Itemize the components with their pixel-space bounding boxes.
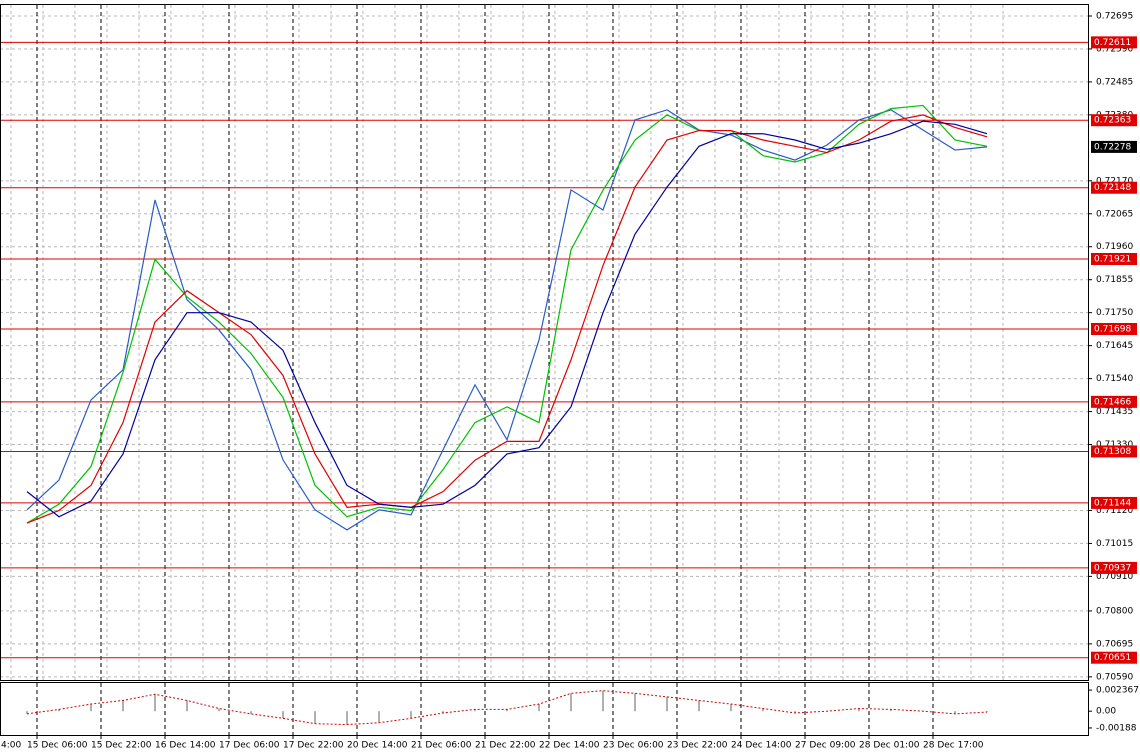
- x-tick-label: 17 Dec 22:00: [283, 741, 344, 751]
- x-tick-label: 16 Dec 14:00: [155, 741, 216, 751]
- level-label: 0.72148: [1094, 183, 1131, 193]
- y-tick-label: 0.71015: [1096, 539, 1133, 549]
- osc-bar: [58, 709, 60, 712]
- x-tick-label: 15 Dec 06:00: [27, 741, 88, 751]
- x-tick-label: 4:00: [1, 741, 21, 751]
- price-line: [26, 109, 988, 531]
- osc-bar: [986, 711, 988, 713]
- level-label: 0.71466: [1094, 397, 1131, 407]
- y-tick-label: 0.71750: [1096, 308, 1133, 318]
- osc-bar: [346, 711, 348, 725]
- osc-bar: [698, 700, 700, 712]
- level-label-box: [1091, 561, 1137, 574]
- y-tick-label: 0.70695: [1096, 639, 1133, 649]
- moving-average: [26, 120, 988, 518]
- y-tick-label: 0.71120: [1096, 506, 1133, 516]
- osc-bar: [506, 709, 508, 712]
- osc-bar: [186, 700, 188, 712]
- level-label: 0.72611: [1094, 38, 1131, 48]
- level-label: 0.72363: [1094, 116, 1131, 126]
- oscillator-plot: [26, 683, 988, 735]
- x-tick-label: 15 Dec 22:00: [91, 741, 152, 751]
- y-tick-label: 0.71960: [1096, 242, 1133, 252]
- osc-bar: [474, 709, 476, 712]
- main-frame: [0, 4, 1089, 681]
- osc-bar: [634, 693, 636, 712]
- y-tick-label: 0.70590: [1096, 672, 1133, 682]
- y-tick-label: 0.71645: [1096, 341, 1133, 351]
- osc-bar: [570, 693, 572, 712]
- osc-bar: [250, 711, 252, 714]
- x-tick-label: 21 Dec 06:00: [411, 741, 472, 751]
- osc-bar: [154, 694, 156, 712]
- osc-bar: [378, 711, 380, 723]
- level-label-box: [1091, 323, 1137, 335]
- y-tick-label: 0.00: [1096, 707, 1116, 717]
- level-label-box: [1091, 445, 1137, 458]
- osc-bar: [890, 709, 892, 712]
- y-tick-label: 0.70910: [1096, 572, 1133, 582]
- level-label-box: [1091, 181, 1137, 194]
- osc-bar: [442, 711, 444, 713]
- osc-bar: [794, 711, 796, 713]
- level-label: 0.70651: [1094, 653, 1131, 663]
- osc-bar: [730, 704, 732, 712]
- x-tick-label: 28 Dec 17:00: [923, 741, 984, 751]
- level-label: 0.71144: [1094, 498, 1131, 508]
- osc-bar: [954, 711, 956, 714]
- main-plot: [0, 5, 1088, 680]
- x-tick-label: 20 Dec 14:00: [347, 741, 408, 751]
- y-tick-label: 0.72065: [1096, 209, 1133, 219]
- osc-bar: [602, 690, 604, 712]
- x-tick-label: 27 Dec 09:00: [795, 741, 856, 751]
- osc-bar: [90, 704, 92, 712]
- osc-bar: [122, 700, 124, 712]
- y-tick-label: 0.72485: [1096, 77, 1133, 87]
- y-tick-label: 0.71855: [1096, 275, 1133, 285]
- moving-average: [26, 114, 988, 524]
- x-tick-label: 24 Dec 14:00: [731, 741, 792, 751]
- y-tick-label: 0.72695: [1096, 11, 1133, 21]
- osc-signal: [26, 690, 988, 726]
- x-tick-label: 28 Dec 01:00: [859, 741, 920, 751]
- level-label: 0.71308: [1094, 447, 1131, 457]
- y-tick-label: 0.002367: [1096, 686, 1139, 696]
- level-label: 0.71698: [1094, 325, 1131, 335]
- osc-bar: [282, 711, 284, 719]
- y-tick-label: 0.72590: [1096, 44, 1133, 54]
- axes: 0.726950.725900.724850.723800.721700.720…: [1, 11, 1139, 751]
- osc-bar: [314, 711, 316, 724]
- osc-bar: [858, 708, 860, 712]
- y-tick-label: 0.70800: [1096, 606, 1133, 616]
- osc-frame: [0, 682, 1089, 736]
- level-label: 0.70937: [1094, 563, 1131, 573]
- level-label-box: [1091, 395, 1137, 408]
- x-tick-label: 23 Dec 22:00: [667, 741, 728, 751]
- osc-bar: [26, 711, 28, 714]
- level-label: 0.71921: [1094, 254, 1131, 264]
- x-tick-label: 21 Dec 22:00: [475, 741, 536, 751]
- y-tick-label: 0.72170: [1096, 176, 1133, 186]
- level-label-box: [1091, 36, 1137, 49]
- osc-bar: [410, 711, 412, 719]
- y-tick-label: 0.71435: [1096, 407, 1133, 417]
- osc-bar: [666, 696, 668, 712]
- x-tick-label: 22 Dec 14:00: [539, 741, 600, 751]
- x-tick-label: 23 Dec 06:00: [603, 741, 664, 751]
- osc-bar: [762, 708, 764, 712]
- osc-bar: [218, 708, 220, 712]
- level-label-box: [1091, 114, 1137, 127]
- y-tick-label: 0.71330: [1096, 440, 1133, 450]
- osc-bar: [538, 704, 540, 712]
- current-price-box: [1091, 140, 1137, 153]
- level-label-box: [1091, 496, 1137, 509]
- y-tick-label: -0.00188: [1096, 723, 1137, 733]
- x-tick-label: 17 Dec 06:00: [219, 741, 280, 751]
- y-tick-label: 0.71540: [1096, 374, 1133, 384]
- current-price-label: 0.72278: [1094, 142, 1131, 152]
- level-label-box: [1091, 651, 1137, 664]
- level-label-box: [1091, 252, 1137, 265]
